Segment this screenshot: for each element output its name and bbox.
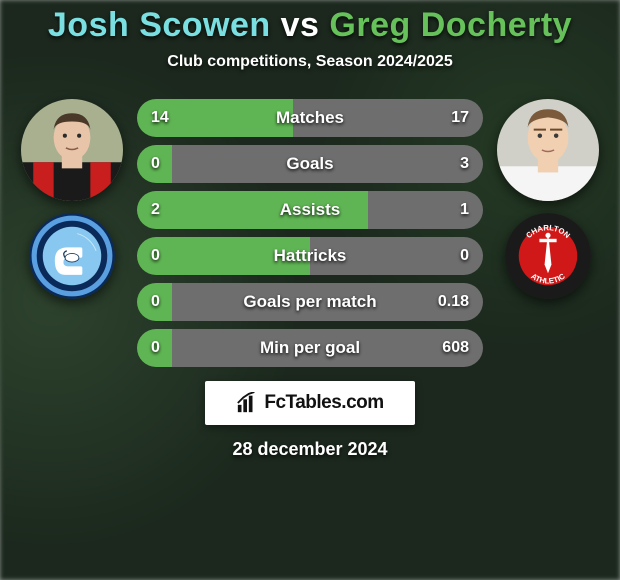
stat-right-value: 608 xyxy=(442,339,469,357)
player1-avatar-svg xyxy=(21,99,123,201)
player2-avatar xyxy=(497,99,599,201)
stat-bars: 14Matches170Goals32Assists10Hattricks00G… xyxy=(137,93,483,367)
stat-right-value: 3 xyxy=(460,155,469,173)
stat-row: 0Min per goal608 xyxy=(137,329,483,367)
player1-avatar xyxy=(21,99,123,201)
stat-row: 0Hattricks0 xyxy=(137,237,483,275)
stat-row: 0Goals per match0.18 xyxy=(137,283,483,321)
title-vs: vs xyxy=(281,6,320,44)
player2-club-logo-svg: CHARLTON ATHLETIC xyxy=(505,213,591,299)
subtitle: Club competitions, Season 2024/2025 xyxy=(167,53,452,71)
title-player2: Greg Docherty xyxy=(329,6,572,44)
comparison-row: 14Matches170Goals32Assists10Hattricks00G… xyxy=(0,93,620,367)
stat-row: 0Goals3 xyxy=(137,145,483,183)
stat-right-value: 0.18 xyxy=(438,293,469,311)
stat-row: 2Assists1 xyxy=(137,191,483,229)
right-side: CHARLTON ATHLETIC xyxy=(493,93,603,299)
page-title: Josh Scowen vs Greg Docherty xyxy=(48,6,572,45)
content-root: Josh Scowen vs Greg Docherty Club compet… xyxy=(0,0,620,580)
stat-label: Goals per match xyxy=(137,292,483,312)
player1-club-logo-svg xyxy=(29,213,115,299)
stat-label: Matches xyxy=(137,108,483,128)
title-player1: Josh Scowen xyxy=(48,6,271,44)
stat-label: Assists xyxy=(137,200,483,220)
bars-icon xyxy=(236,392,258,414)
stat-right-value: 0 xyxy=(460,247,469,265)
brand-text: FcTables.com xyxy=(264,392,383,414)
brand-box: FcTables.com xyxy=(205,381,415,425)
stat-row: 14Matches17 xyxy=(137,99,483,137)
stat-label: Min per goal xyxy=(137,338,483,358)
stat-label: Goals xyxy=(137,154,483,174)
stat-right-value: 1 xyxy=(460,201,469,219)
stat-label: Hattricks xyxy=(137,246,483,266)
player1-club-logo xyxy=(29,213,115,299)
player2-club-logo: CHARLTON ATHLETIC xyxy=(505,213,591,299)
date-text: 28 december 2024 xyxy=(232,439,387,460)
stat-right-value: 17 xyxy=(451,109,469,127)
left-side xyxy=(17,93,127,299)
player2-avatar-svg xyxy=(497,99,599,201)
